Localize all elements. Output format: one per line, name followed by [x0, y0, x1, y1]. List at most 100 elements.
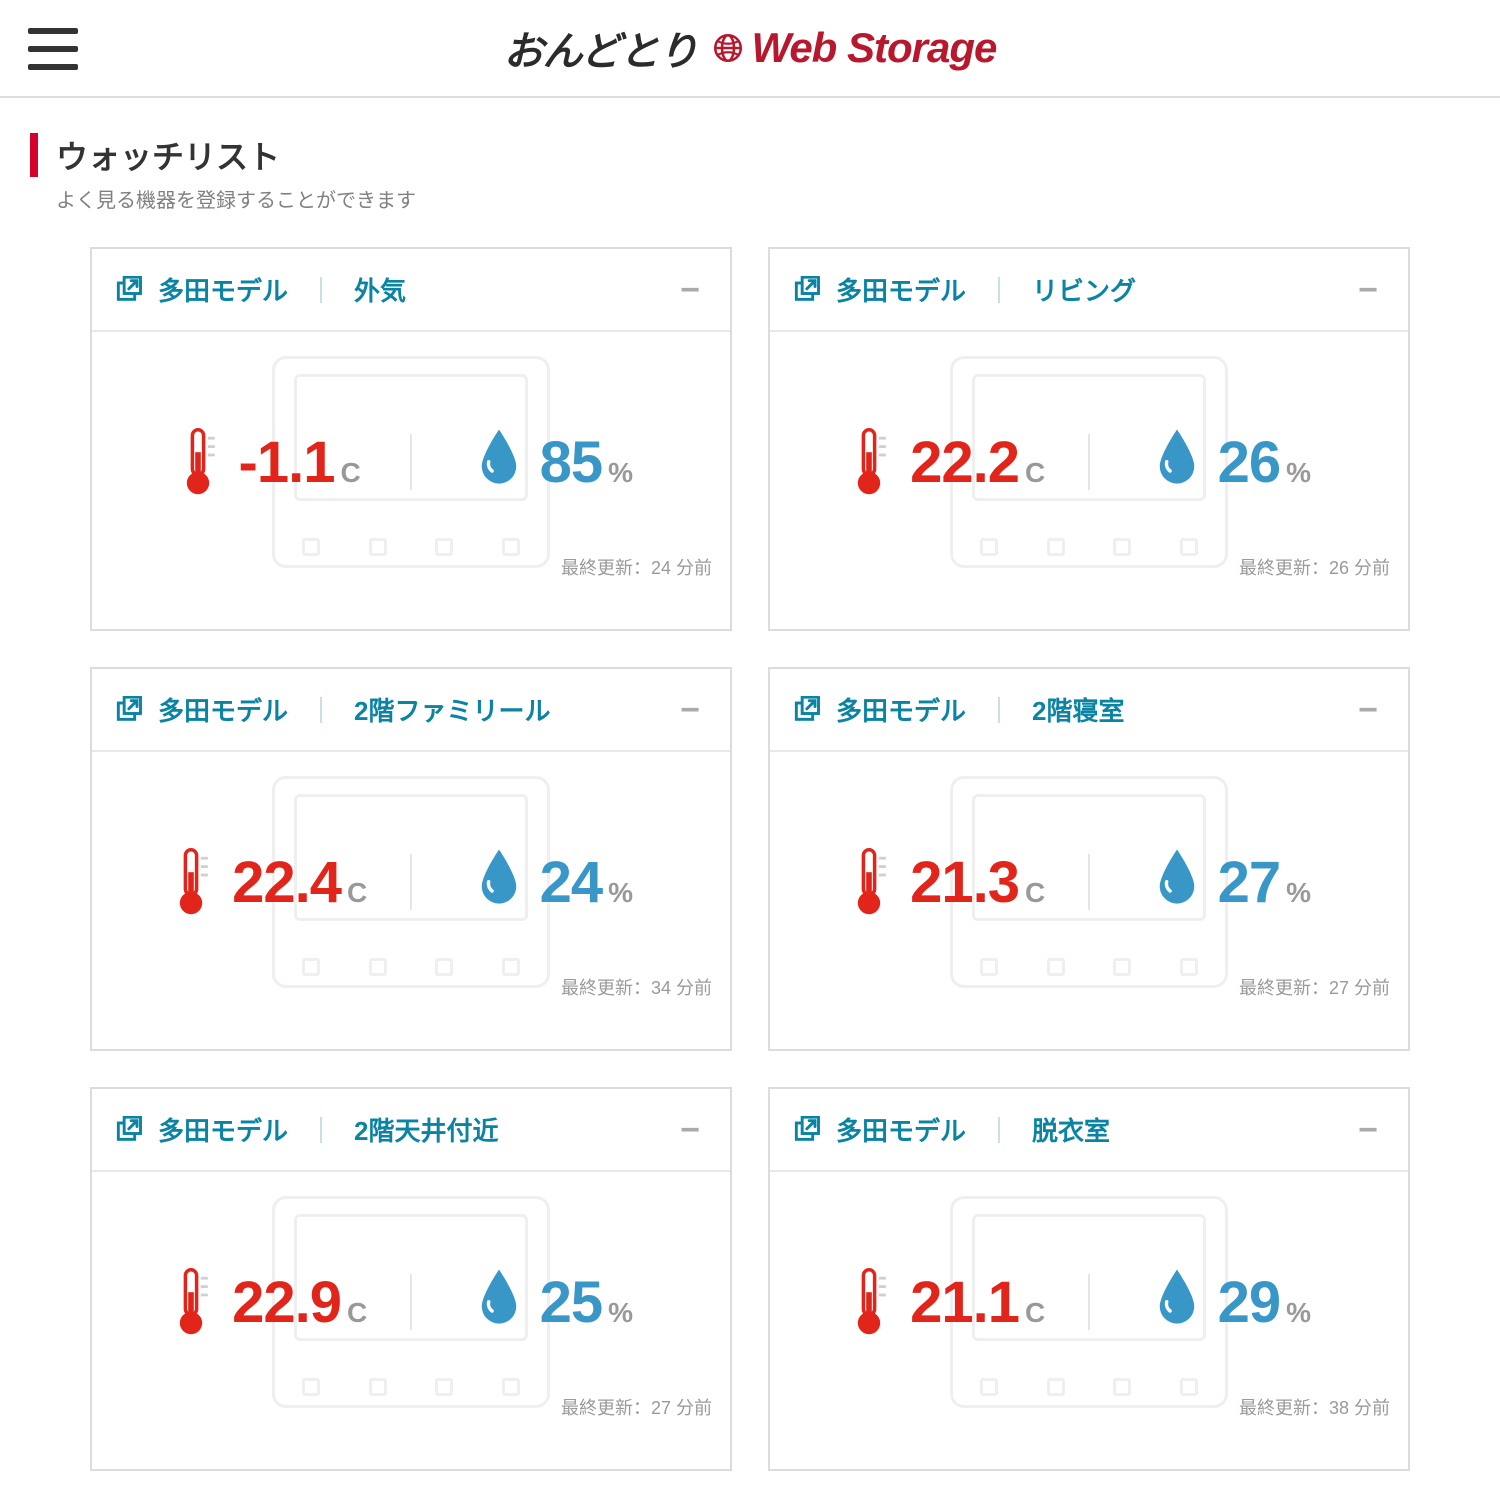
humidity-reading: 27 %: [1092, 847, 1373, 917]
humidity-value: 27: [1218, 849, 1281, 916]
card-name: 2階ファミリール: [354, 691, 550, 728]
title-separator: ｜: [302, 691, 340, 728]
thermometer-icon: [175, 427, 221, 497]
water-drop-icon: [1154, 847, 1200, 917]
thermometer-icon: [168, 1267, 214, 1337]
header: おんどとり Web Storage: [0, 0, 1500, 98]
water-drop-icon: [1154, 427, 1200, 497]
temperature-unit: C: [1025, 457, 1045, 489]
temperature-reading: 22.2 C: [805, 427, 1086, 497]
temperature-unit: C: [341, 457, 361, 489]
card-group: 多田モデル: [158, 271, 288, 308]
temperature-reading: -1.1 C: [127, 427, 408, 497]
last-updated: 最終更新：38 分前: [1239, 1394, 1390, 1420]
temperature-value: 22.4: [232, 849, 341, 916]
sensor-card: 多田モデル ｜ 脱衣室 − 21.1 C: [768, 1087, 1410, 1471]
collapse-button[interactable]: −: [674, 273, 706, 307]
title-separator: ｜: [302, 1111, 340, 1148]
card-title-link[interactable]: 多田モデル ｜ 2階ファミリール: [116, 691, 551, 728]
last-updated: 最終更新：26 分前: [1239, 554, 1390, 580]
collapse-button[interactable]: −: [674, 1113, 706, 1147]
reading-divider: [1088, 1274, 1090, 1330]
external-link-icon: [116, 696, 144, 724]
temperature-unit: C: [1025, 1297, 1045, 1329]
sensor-card: 多田モデル ｜ 外気 − -1.1 C: [90, 247, 732, 631]
thermometer-icon: [168, 847, 214, 917]
humidity-value: 26: [1218, 429, 1281, 496]
humidity-reading: 25 %: [414, 1267, 695, 1337]
water-drop-icon: [476, 847, 522, 917]
card-title-link[interactable]: 多田モデル ｜ 外気: [116, 271, 406, 308]
temperature-unit: C: [347, 1297, 367, 1329]
temperature-reading: 22.4 C: [127, 847, 408, 917]
external-link-icon: [794, 696, 822, 724]
humidity-value: 24: [540, 849, 603, 916]
logo-webstorage: Web Storage: [751, 24, 996, 72]
reading-divider: [1088, 434, 1090, 490]
card-title-link[interactable]: 多田モデル ｜ リビング: [794, 271, 1136, 308]
temperature-value: 22.2: [910, 429, 1019, 496]
page-title: ウォッチリスト: [56, 132, 280, 178]
humidity-value: 29: [1218, 1269, 1281, 1336]
reading-divider: [410, 1274, 412, 1330]
temperature-unit: C: [1025, 877, 1045, 909]
card-name: 2階天井付近: [354, 1111, 498, 1148]
humidity-unit: %: [608, 1297, 633, 1329]
card-name: リビング: [1032, 271, 1136, 308]
menu-button[interactable]: [28, 28, 78, 70]
card-title-link[interactable]: 多田モデル ｜ 脱衣室: [794, 1111, 1110, 1148]
globe-icon: [711, 31, 745, 65]
collapse-button[interactable]: −: [674, 693, 706, 727]
reading-divider: [410, 854, 412, 910]
external-link-icon: [794, 1116, 822, 1144]
reading-divider: [410, 434, 412, 490]
humidity-reading: 85 %: [414, 427, 695, 497]
humidity-unit: %: [608, 877, 633, 909]
card-group: 多田モデル: [158, 691, 288, 728]
temperature-value: -1.1: [239, 429, 335, 496]
external-link-icon: [116, 276, 144, 304]
last-updated: 最終更新：24 分前: [561, 554, 712, 580]
logo[interactable]: おんどとり Web Storage: [504, 19, 997, 77]
last-updated: 最終更新：34 分前: [561, 974, 712, 1000]
temperature-reading: 22.9 C: [127, 1267, 408, 1337]
card-name: 2階寝室: [1032, 691, 1124, 728]
humidity-reading: 29 %: [1092, 1267, 1373, 1337]
sensor-card: 多田モデル ｜ リビング − 22.2 C: [768, 247, 1410, 631]
thermometer-icon: [846, 847, 892, 917]
title-separator: ｜: [980, 1111, 1018, 1148]
logo-ondotori: おんどとり: [504, 19, 698, 77]
last-updated: 最終更新：27 分前: [561, 1394, 712, 1420]
humidity-value: 25: [540, 1269, 603, 1336]
humidity-reading: 24 %: [414, 847, 695, 917]
temperature-value: 21.3: [910, 849, 1019, 916]
temperature-value: 21.1: [910, 1269, 1019, 1336]
card-group: 多田モデル: [836, 271, 966, 308]
water-drop-icon: [1154, 1267, 1200, 1337]
reading-divider: [1088, 854, 1090, 910]
page-subtitle: よく見る機器を登録することができます: [56, 184, 1470, 213]
external-link-icon: [794, 276, 822, 304]
humidity-unit: %: [608, 457, 633, 489]
humidity-reading: 26 %: [1092, 427, 1373, 497]
temperature-reading: 21.3 C: [805, 847, 1086, 917]
sensor-card: 多田モデル ｜ 2階ファミリール − 22.4 C: [90, 667, 732, 1051]
temperature-value: 22.9: [232, 1269, 341, 1336]
thermometer-icon: [846, 427, 892, 497]
card-name: 外気: [354, 271, 406, 308]
card-name: 脱衣室: [1032, 1111, 1110, 1148]
humidity-unit: %: [1286, 457, 1311, 489]
title-separator: ｜: [980, 271, 1018, 308]
humidity-unit: %: [1286, 877, 1311, 909]
card-title-link[interactable]: 多田モデル ｜ 2階寝室: [794, 691, 1125, 728]
thermometer-icon: [846, 1267, 892, 1337]
collapse-button[interactable]: −: [1352, 1113, 1384, 1147]
collapse-button[interactable]: −: [1352, 693, 1384, 727]
card-title-link[interactable]: 多田モデル ｜ 2階天井付近: [116, 1111, 499, 1148]
water-drop-icon: [476, 1267, 522, 1337]
water-drop-icon: [476, 427, 522, 497]
card-group: 多田モデル: [836, 691, 966, 728]
title-accent-bar: [30, 133, 38, 177]
title-separator: ｜: [302, 271, 340, 308]
collapse-button[interactable]: −: [1352, 273, 1384, 307]
